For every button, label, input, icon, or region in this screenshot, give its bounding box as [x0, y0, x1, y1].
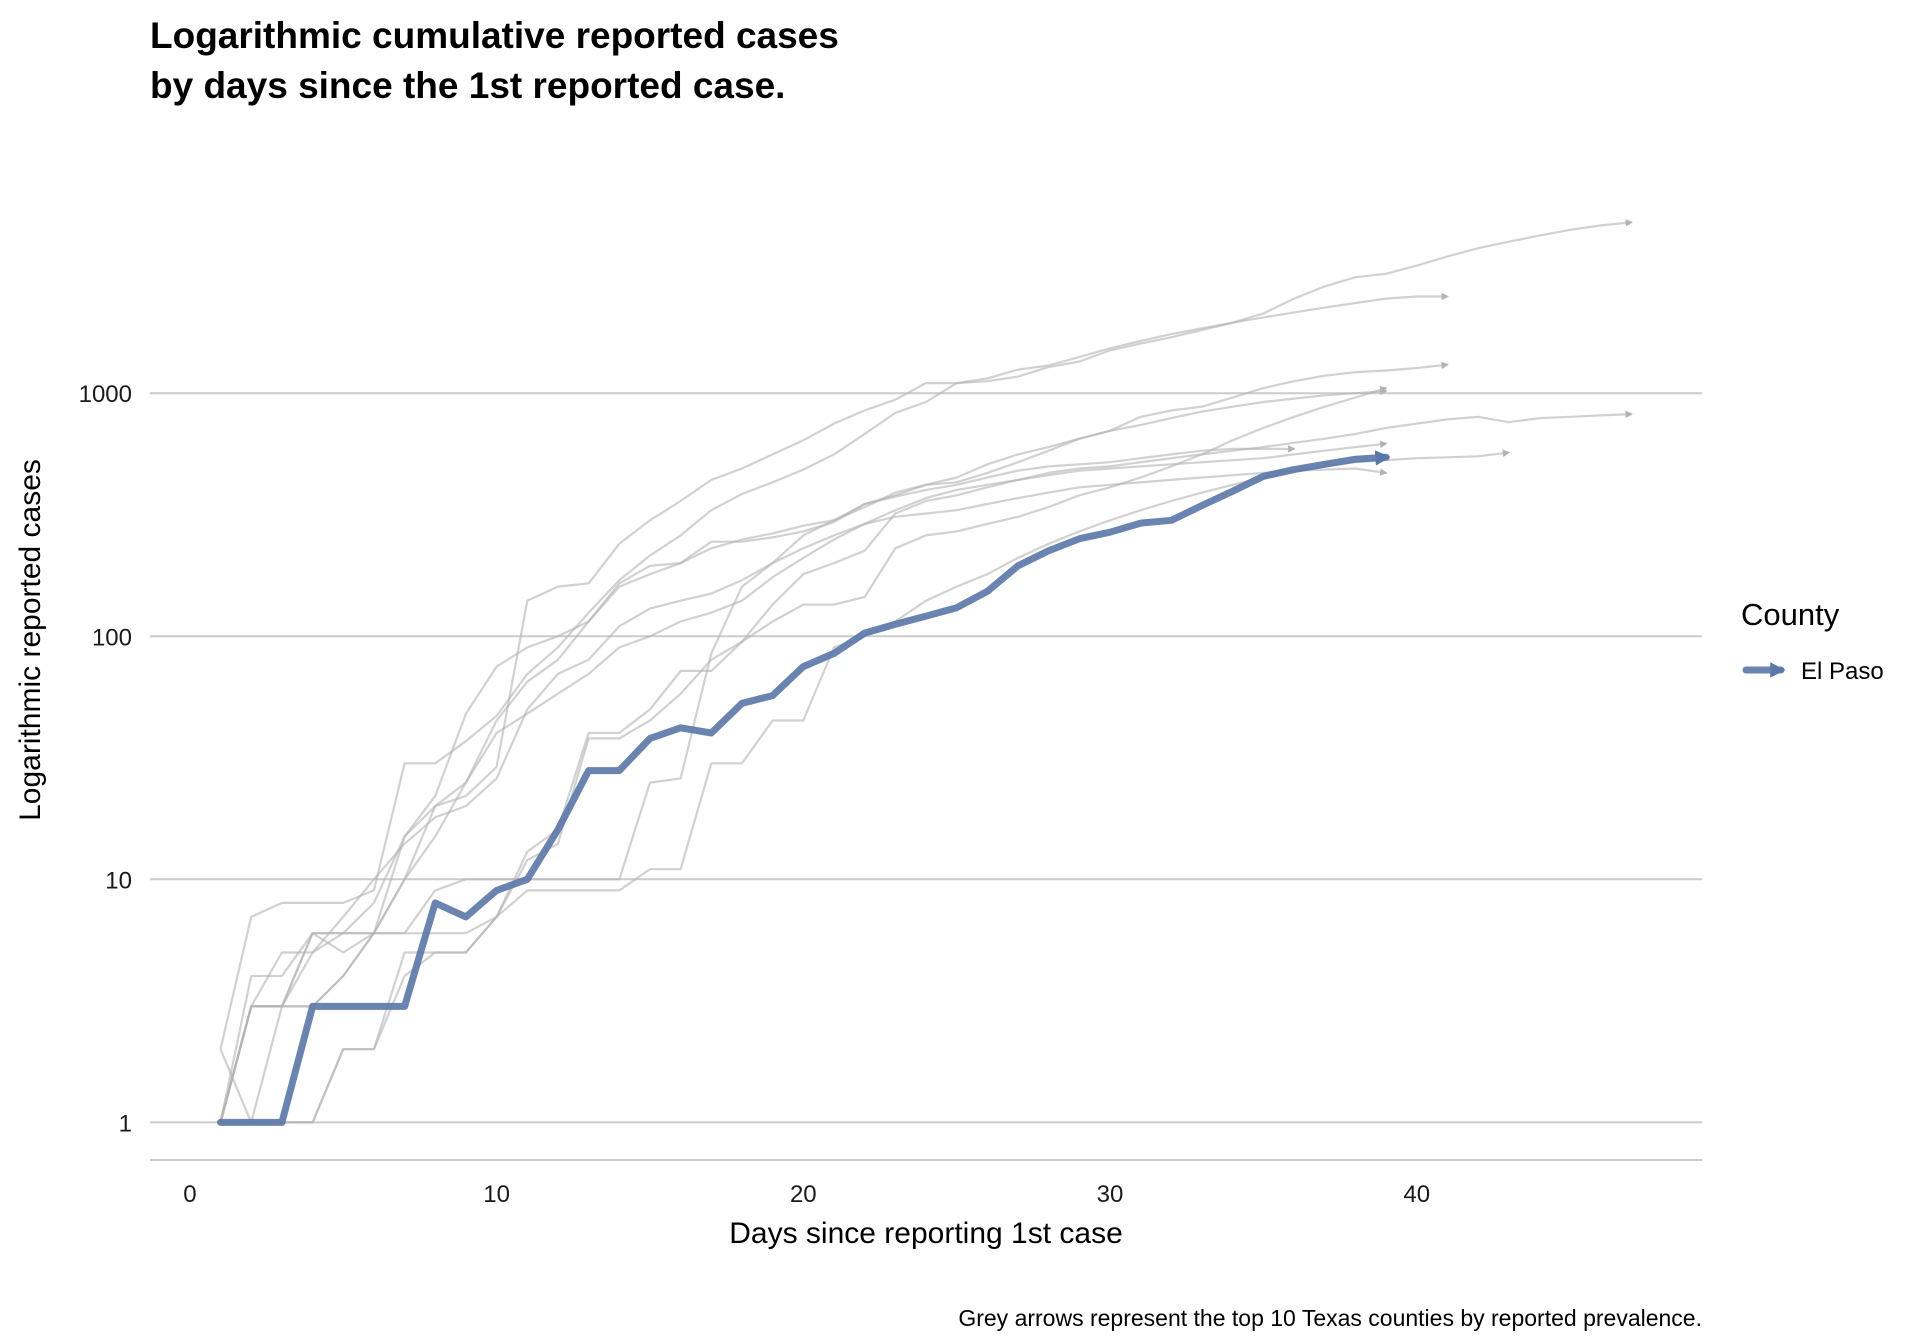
chart-title-line-2: by days since the 1st reported case. [150, 65, 785, 106]
series-line-county-7 [220, 410, 1633, 1124]
y-tick-label: 1000 [79, 381, 132, 408]
x-tick-label: 20 [790, 1181, 817, 1208]
y-axis-title: Logarithmic reported cases [14, 459, 47, 821]
series-line-county-10 [219, 467, 1388, 1124]
y-tick-label: 100 [92, 624, 132, 651]
series-line-county-6 [219, 445, 1296, 1123]
x-tick-label: 30 [1097, 1181, 1124, 1208]
series-line-el-paso [217, 450, 1391, 1126]
y-axis-ticks: 1 10 100 1000 [79, 381, 132, 1137]
chart-title-line-1: Logarithmic cumulative reported cases [150, 15, 839, 56]
series-line-county-8 [220, 449, 1511, 1124]
x-axis-title: Days since reporting 1st case [729, 1217, 1123, 1250]
series-line-county-5 [219, 387, 1388, 1123]
y-tick-label: 10 [105, 867, 132, 894]
series-line-county-3 [219, 361, 1449, 1123]
chart-caption: Grey arrows represent the top 10 Texas c… [958, 1305, 1702, 1331]
series-line-county-2 [219, 292, 1449, 1123]
series-line-county-1 [219, 219, 1633, 1050]
legend-label-el-paso: El Paso [1801, 658, 1884, 685]
series-line-county-4 [219, 386, 1388, 1123]
legend: County El Paso [1741, 597, 1884, 685]
x-tick-label: 0 [183, 1181, 196, 1208]
gridlines [150, 392, 1702, 1124]
series-layer [217, 219, 1633, 1126]
legend-title: County [1741, 597, 1840, 632]
x-tick-label: 10 [483, 1181, 510, 1208]
series-line-county-9 [219, 440, 1388, 1123]
x-axis-ticks: 0 10 20 30 40 [183, 1181, 1430, 1208]
x-tick-label: 40 [1403, 1181, 1430, 1208]
y-tick-label: 1 [119, 1110, 132, 1137]
